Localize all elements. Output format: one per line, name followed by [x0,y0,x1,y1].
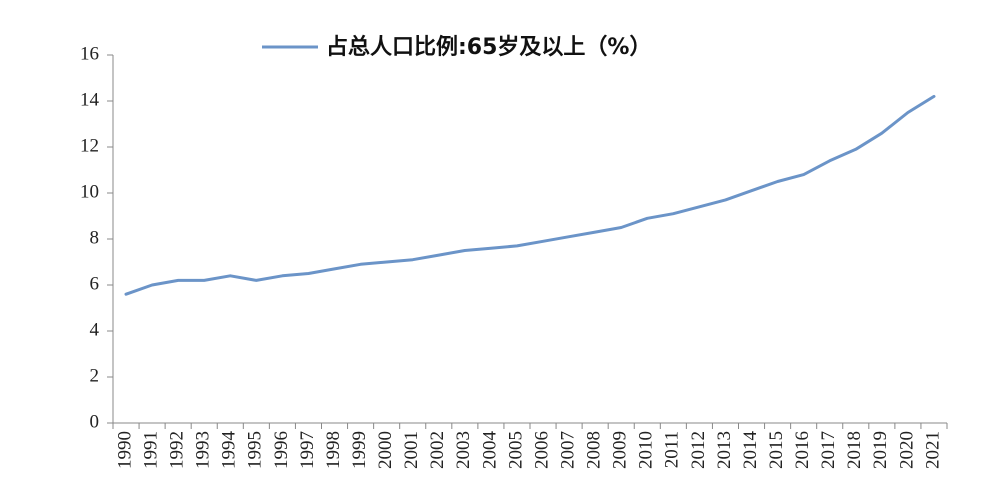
y-tick-label: 12 [80,135,99,156]
x-tick-label: 2020 [896,431,917,469]
x-tick-label: 2013 [714,431,735,469]
x-tick-label: 2005 [505,431,526,469]
x-tick-label: 1996 [271,431,292,469]
x-tick-label: 1995 [245,431,266,469]
x-tick-label: 2016 [792,431,813,469]
x-tick-label: 2002 [427,431,448,469]
x-tick-label: 1994 [219,431,240,470]
y-tick-label: 8 [90,227,100,248]
series-line [124,94,936,296]
x-tick-label: 2008 [584,431,605,469]
x-tick-label: 2019 [870,431,891,469]
x-tick-label: 2012 [688,431,709,469]
x-tick-label: 2007 [557,431,578,469]
x-tick-label: 1990 [114,431,135,469]
x-tick-label: 1999 [349,431,370,469]
x-tick-label: 2017 [818,431,839,469]
x-tick-label: 2004 [479,431,500,470]
x-tick-label: 2000 [375,431,396,469]
y-tick-label: 6 [90,273,100,294]
y-tick-label: 2 [90,365,100,386]
x-tick-label: 2006 [531,431,552,469]
y-tick-label: 0 [90,411,100,432]
x-tick-label: 2015 [766,431,787,469]
x-tick-label: 1991 [140,431,161,469]
x-tick-label: 2011 [662,431,683,468]
x-tick-label: 1993 [193,431,214,469]
x-tick-label: 2010 [636,431,657,469]
y-tick-label: 16 [80,43,99,64]
y-tick-label: 14 [80,89,100,110]
y-tick-label: 4 [90,319,100,340]
x-tick-label: 2009 [610,431,631,469]
x-tick-label: 1998 [323,431,344,469]
x-tick-label: 1992 [167,431,188,469]
x-tick-label: 2003 [453,431,474,469]
x-tick-label: 2014 [740,431,761,470]
x-tick-label: 2018 [844,431,865,469]
x-tick-label: 1997 [297,431,318,469]
x-tick-label: 2021 [922,431,943,469]
x-tick-label: 2001 [401,431,422,469]
legend-label: 占总人口比例:65岁及以上（%） [326,34,651,60]
y-tick-label: 10 [80,181,99,202]
